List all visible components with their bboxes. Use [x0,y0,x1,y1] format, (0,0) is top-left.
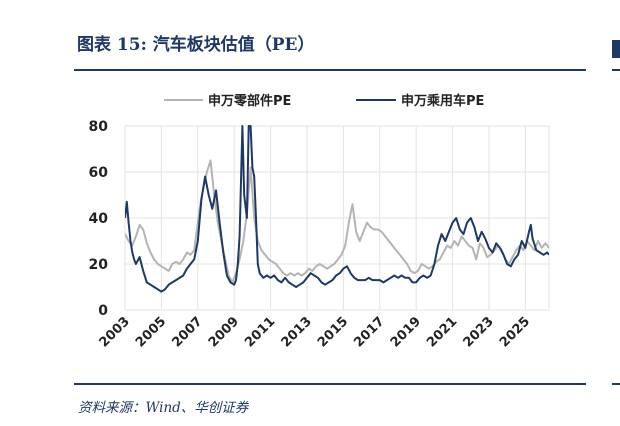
top-rule [74,69,586,71]
x-axis-ticks: 2003 2005 2007 2009 2011 2013 2015 2017 2019 2021… [97,314,534,350]
x-tick-label: 2017 [351,314,387,350]
legend-label: 申万乘用车PE [401,93,484,109]
x-tick-label: 2021 [424,314,460,350]
x-tick-label: 2007 [169,314,205,350]
adjacent-rule-fragment-bottom [612,383,620,385]
y-tick-label: 40 [89,211,109,227]
x-tick-label: 2003 [97,314,133,350]
y-tick-label: 0 [98,303,108,319]
y-tick-label: 60 [89,165,109,181]
gridlines [124,125,550,311]
series-line-passenger-car-pe [125,125,549,293]
x-tick-label: 2005 [133,314,169,350]
x-tick-label: 2019 [388,314,424,350]
series-line-parts-pe [125,159,549,284]
series-lines [125,125,549,293]
legend: 申万零部件PE 申万乘用车PE [164,93,484,109]
x-tick-label: 2009 [206,314,242,350]
x-tick-label: 2025 [497,314,533,350]
y-tick-label: 80 [89,119,109,135]
adjacent-figure-fragment [612,40,620,58]
figure-title: 图表 15: 汽车板块估值（PE） [77,35,315,55]
bottom-rule [74,383,586,385]
x-tick-label: 2013 [279,314,315,350]
x-tick-label: 2011 [242,314,278,350]
adjacent-rule-fragment-top [612,69,620,71]
x-tick-label: 2015 [315,314,351,350]
legend-label: 申万零部件PE [208,93,291,109]
source-note: 资料来源：Wind、华创证券 [78,400,249,416]
y-tick-label: 20 [89,257,109,273]
y-axis-ticks: 0 20 40 60 80 [89,119,109,319]
x-tick-label: 2023 [461,314,497,350]
